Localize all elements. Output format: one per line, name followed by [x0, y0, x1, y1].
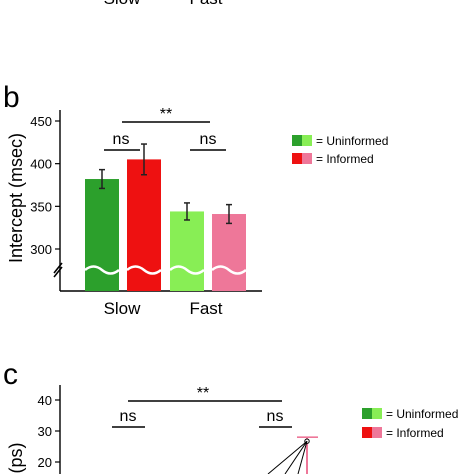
y-tick-label: 400	[30, 157, 52, 172]
panel-c-y-tick-label: 30	[38, 424, 52, 439]
panel-c-annotations: ** ns ns	[112, 385, 292, 428]
legend-c-swatch-informed-dark	[362, 427, 372, 438]
panel-b-bars	[84, 143, 247, 291]
panel-c-marks	[267, 436, 318, 474]
legend-c-label-uninformed: = Uninformed	[386, 407, 458, 421]
panel-c-connector-line	[297, 441, 308, 474]
x-tick-fast: Fast	[189, 299, 222, 318]
legend-swatch-uninformed-dark	[292, 135, 302, 146]
y-tick-label: 300	[30, 242, 52, 257]
bar-break-wave	[84, 265, 120, 275]
panel-a-xtick-slow: Slow	[104, 0, 142, 8]
bar-fast-informed	[212, 214, 246, 291]
panel-a: Slow Fast	[104, 0, 223, 8]
axis-break-mark	[53, 262, 63, 274]
bar-break-wave	[211, 265, 247, 275]
legend-swatch-uninformed-light	[302, 135, 312, 146]
y-tick-label: 450	[30, 114, 52, 129]
panel-a-xtick-fast: Fast	[189, 0, 222, 8]
legend-c-label-informed: = Informed	[386, 426, 444, 440]
bar-break-wave	[126, 265, 162, 275]
panel-c: c (ps) 20 30 40 ** ns ns	[3, 358, 318, 474]
panel-c-significance-label-right: ns	[267, 408, 284, 425]
legend-swatch-informed-dark	[292, 153, 302, 164]
panel-b: b Intercept (msec) 300 350 400 450 ** ns ns S…	[3, 81, 262, 318]
panel-c-label: c	[3, 358, 18, 391]
panel-c-y-axis-label: (ps)	[6, 443, 26, 474]
panel-c-y-tick-label: 20	[38, 455, 52, 470]
panel-c-significance-label: **	[197, 385, 209, 402]
panel-b-annotations: ** ns ns	[104, 106, 226, 151]
panel-c-y-tick-label: 40	[38, 393, 52, 408]
axis-break-mark	[53, 266, 63, 278]
significance-label-fast: ns	[200, 131, 217, 148]
significance-label-slow: ns	[113, 131, 130, 148]
panel-b-legend: = Uninformed = Informed	[292, 134, 388, 166]
panel-c-significance-label-left: ns	[120, 408, 137, 425]
bar-break-wave	[169, 265, 205, 275]
bar-fast-uninformed	[170, 211, 204, 291]
panel-c-axes: 20 30 40	[38, 385, 61, 474]
panel-c-connector-line	[267, 440, 308, 474]
legend-label-uninformed: = Uninformed	[316, 134, 388, 148]
x-tick-slow: Slow	[104, 299, 142, 318]
legend-swatch-informed-light	[302, 153, 312, 164]
legend-c-swatch-uninformed-dark	[362, 408, 372, 419]
panel-c-connector-line	[284, 440, 308, 474]
legend-c-swatch-uninformed-light	[372, 408, 382, 419]
legend-label-informed: = Informed	[316, 152, 374, 166]
panel-b-label: b	[3, 81, 20, 114]
significance-label-slow-fast: **	[160, 106, 172, 123]
panel-c-legend: = Uninformed = Informed	[362, 407, 458, 440]
y-axis-label: Intercept (msec)	[6, 133, 26, 263]
legend-c-swatch-informed-light	[372, 427, 382, 438]
y-tick-label: 350	[30, 199, 52, 214]
